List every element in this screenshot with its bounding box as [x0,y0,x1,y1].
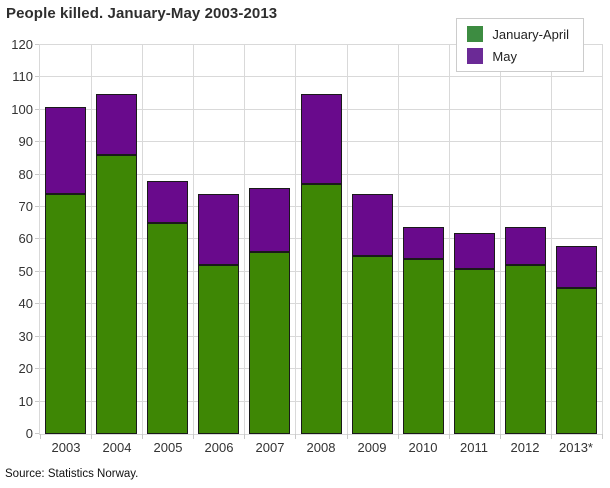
x-axis-label: 2007 [255,440,285,455]
y-axis-label: 90 [18,134,33,149]
x-axis-tick [551,434,552,439]
x-axis-tick [398,434,399,439]
x-axis-label: 2003 [51,440,81,455]
y-axis-tick [35,303,39,304]
bar-segment-may [505,227,546,265]
x-axis-tick [295,434,296,439]
y-axis-tick [35,44,39,45]
x-axis-label: 2011 [460,440,488,455]
y-axis-tick [35,206,39,207]
bar-segment-may [249,188,290,252]
x-axis-tick [91,434,92,439]
x-axis-tick [244,434,245,439]
gridline-vertical [295,45,296,434]
legend-item[interactable]: January-April [467,26,569,42]
x-axis-tick [142,434,143,439]
gridline-vertical [398,45,399,434]
legend-item[interactable]: May [467,48,569,64]
y-axis-label: 80 [18,167,33,182]
y-axis-label: 40 [18,296,33,311]
x-axis-label: 2012 [510,440,540,455]
y-axis-tick [35,141,39,142]
bar-segment-may [556,246,597,288]
gridline-vertical [193,45,194,434]
bar-segment-january-april [147,223,188,434]
bar-segment-may [403,227,444,259]
bar-segment-january-april [198,265,239,434]
y-axis-label: 60 [18,231,33,246]
x-axis-tick [449,434,450,439]
x-axis-label: 2004 [102,440,132,455]
y-axis-label: 30 [18,329,33,344]
y-axis-label: 70 [18,199,33,214]
gridline-vertical [347,45,348,434]
y-axis-label: 100 [11,102,33,117]
y-axis-label: 20 [18,361,33,376]
bar-segment-january-april [454,269,495,434]
y-axis-tick [35,271,39,272]
x-axis-tick [602,434,603,439]
y-axis-label: 10 [18,394,33,409]
x-axis-tick [193,434,194,439]
gridline-vertical [244,45,245,434]
y-axis-tick [35,174,39,175]
bar-segment-may [454,233,495,269]
x-axis-label: 2013* [559,440,593,455]
x-axis-label: 2005 [153,440,183,455]
y-axis-tick [35,368,39,369]
y-axis-tick [35,109,39,110]
y-axis-tick [35,76,39,77]
gridline-horizontal [40,76,602,77]
gridline-vertical [91,45,92,434]
x-axis-label: 2009 [357,440,387,455]
x-axis-tick [347,434,348,439]
bar-segment-january-april [45,194,86,434]
y-axis-label: 110 [12,69,33,84]
bar-segment-january-april [403,259,444,434]
y-axis-tick [35,401,39,402]
gridline-vertical [500,45,501,434]
bar-segment-may [301,94,342,184]
bar-segment-may [96,94,137,155]
x-axis-tick [500,434,501,439]
gridline-vertical [449,45,450,434]
legend: January-April May [456,18,584,72]
chart-title: People killed. January-May 2003-2013 [6,5,278,22]
bar-segment-january-april [96,155,137,434]
plot-area [39,44,603,435]
legend-swatch-icon [467,48,484,64]
bar-segment-january-april [249,252,290,434]
x-axis-tick [40,434,41,439]
bar-segment-january-april [505,265,546,434]
bar-segment-may [45,107,86,194]
y-axis-tick [35,238,39,239]
bar-segment-january-april [352,256,393,434]
y-axis-label: 50 [18,264,33,279]
bar-segment-may [147,181,188,223]
source-text: Source: Statistics Norway. [5,468,139,480]
bar-segment-january-april [301,184,342,434]
y-axis-label: 0 [25,426,33,441]
x-axis-label: 2010 [408,440,438,455]
y-axis-tick [35,336,39,337]
x-axis-label: 2008 [306,440,336,455]
bar-segment-may [352,194,393,256]
gridline-vertical [142,45,143,434]
y-axis-label: 120 [11,37,33,52]
bar-segment-may [198,194,239,265]
legend-swatch-icon [467,26,484,42]
bar-segment-january-april [556,288,597,434]
gridline-vertical [551,45,552,434]
x-axis-label: 2006 [204,440,234,455]
y-axis-tick [35,433,39,434]
legend-label: May [492,48,517,64]
legend-label: January-April [492,26,569,42]
